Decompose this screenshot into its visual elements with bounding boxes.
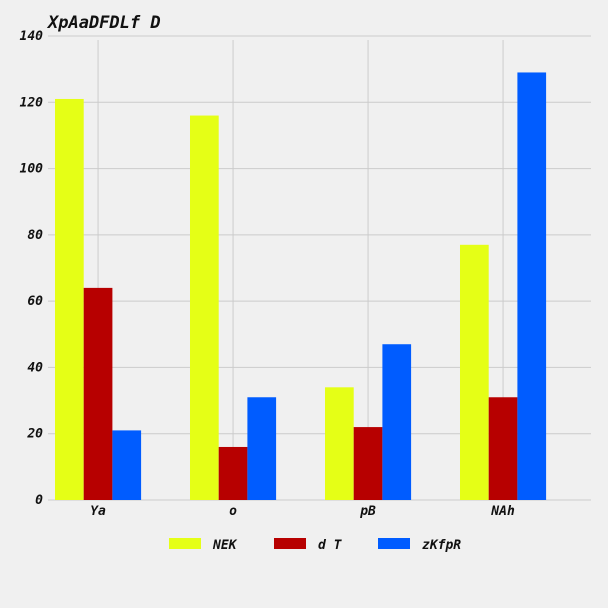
bar: [460, 244, 489, 500]
y-tick-label: 40: [27, 360, 43, 375]
bar: [382, 344, 412, 500]
y-tick-label: 140: [20, 29, 44, 44]
bar: [247, 397, 277, 500]
bar: [325, 387, 354, 500]
y-tick-label: 80: [27, 228, 43, 243]
bar: [353, 427, 383, 500]
bar: [55, 98, 84, 500]
bar: [218, 446, 248, 500]
bar: [83, 287, 113, 500]
legend-label: zKfpR: [422, 538, 461, 553]
y-tick-label: 20: [26, 427, 43, 442]
chart-title: XpAaDFDLf D: [46, 13, 161, 33]
x-tick-label: Ya: [90, 504, 106, 519]
y-tick-label: 120: [20, 95, 44, 110]
legend-swatch: [169, 538, 201, 549]
bar: [488, 397, 518, 500]
legend-label: d T: [318, 538, 343, 553]
y-tick-label: 100: [20, 162, 44, 177]
legend-swatch: [274, 538, 306, 549]
legend-label: NEK: [212, 538, 238, 553]
bars: [55, 72, 547, 501]
bar: [112, 430, 142, 500]
bar: [517, 72, 547, 500]
y-tick-label: 60: [27, 294, 43, 309]
bar: [190, 115, 219, 501]
y-axis-ticks: 0 20 40 60 80 100 120 140: [20, 29, 44, 508]
legend-swatch: [378, 538, 410, 549]
x-tick-label: NAh: [490, 504, 515, 519]
legend: NEK d T zKfpR: [169, 538, 461, 553]
y-tick-label: 0: [35, 493, 43, 508]
x-tick-label: pB: [359, 504, 376, 519]
x-tick-label: o: [229, 504, 237, 519]
x-axis-ticks: Ya o pB NAh: [90, 504, 515, 519]
